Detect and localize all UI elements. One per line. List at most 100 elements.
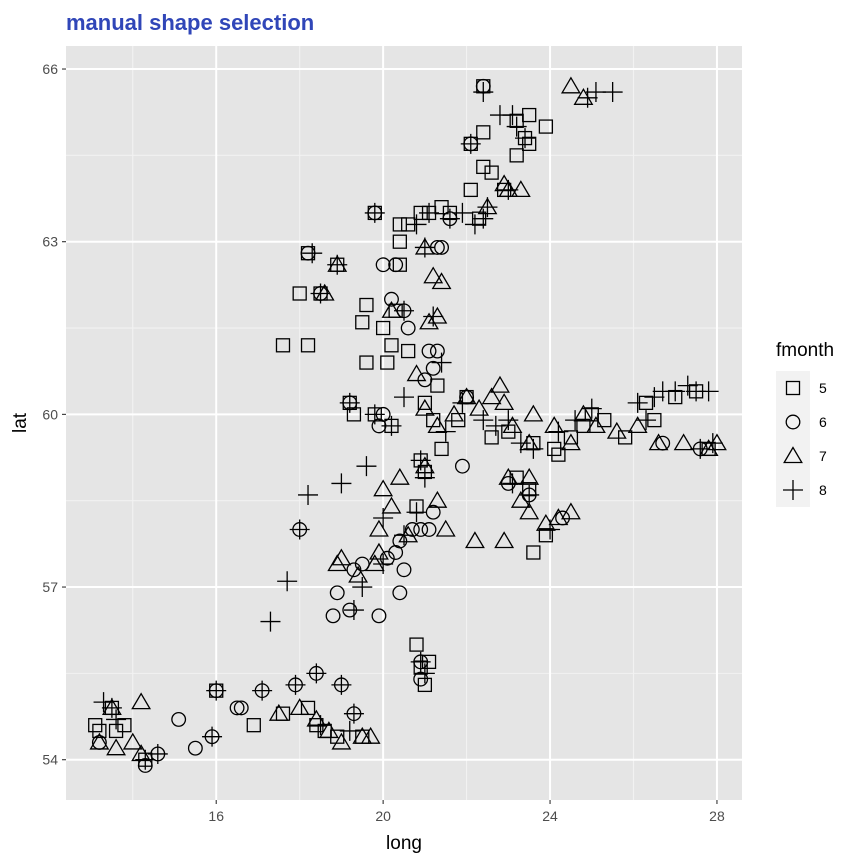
- x-tick-label: 16: [208, 808, 224, 824]
- series-8: [93, 82, 723, 770]
- point-square: [430, 378, 445, 393]
- point-plus: [147, 743, 168, 764]
- point-circle: [375, 257, 391, 273]
- point-square: [392, 234, 407, 249]
- point-circle: [346, 562, 362, 578]
- point-triangle: [318, 721, 339, 739]
- point-circle: [171, 711, 187, 727]
- point-triangle: [469, 398, 490, 416]
- point-triangle: [406, 364, 427, 382]
- point-plus: [106, 709, 127, 730]
- point-plus: [540, 519, 561, 540]
- legend: fmonth 5 6 7 8: [776, 340, 834, 507]
- point-plus: [523, 438, 544, 459]
- point-square: [434, 200, 449, 215]
- point-plus: [473, 410, 494, 431]
- point-plus: [135, 749, 156, 770]
- point-circle: [233, 700, 249, 716]
- point-triangle: [381, 300, 402, 318]
- point-triangle: [431, 272, 452, 290]
- point-plus: [373, 554, 394, 575]
- point-square: [292, 286, 307, 301]
- point-circle: [413, 522, 429, 537]
- legend-key-bg: [776, 405, 810, 439]
- point-plus: [331, 473, 352, 494]
- point-triangle: [490, 375, 510, 393]
- point-plus: [298, 484, 319, 505]
- point-plus: [356, 456, 377, 477]
- point-triangle: [369, 519, 389, 537]
- point-plus: [285, 674, 306, 695]
- point-triangle: [381, 496, 402, 514]
- point-circle: [229, 700, 245, 716]
- point-plus: [343, 703, 364, 724]
- point-plus: [381, 415, 402, 436]
- point-plus: [252, 680, 273, 701]
- point-square: [538, 528, 554, 543]
- point-plus: [702, 433, 723, 454]
- point-square: [522, 136, 537, 151]
- y-tick-label: 63: [42, 234, 58, 250]
- point-triangle: [369, 542, 389, 560]
- point-square: [117, 718, 132, 733]
- point-square: [380, 355, 395, 370]
- point-square: [92, 723, 107, 739]
- point-square: [538, 119, 554, 134]
- point-plus: [364, 404, 385, 425]
- point-circle: [371, 608, 387, 624]
- point-plus: [423, 306, 444, 327]
- point-plus: [515, 128, 536, 149]
- point-triangle: [122, 732, 143, 750]
- point-triangle: [435, 519, 456, 537]
- point-square: [618, 430, 633, 445]
- point-plus: [510, 433, 531, 454]
- point-plus: [410, 651, 431, 672]
- point-square: [509, 148, 524, 163]
- point-square: [476, 159, 491, 175]
- point-plus: [698, 381, 719, 402]
- legend-key-square: [785, 380, 801, 396]
- point-plus: [93, 692, 114, 713]
- point-triangle: [606, 421, 627, 439]
- point-plus: [364, 202, 385, 223]
- point-triangle: [373, 479, 394, 497]
- point-triangle: [364, 554, 385, 572]
- point-plus: [310, 715, 331, 736]
- point-plus: [452, 202, 473, 223]
- point-plus: [439, 208, 460, 229]
- y-axis-ticks: 54 57 60 63 66: [42, 61, 66, 768]
- point-square: [434, 441, 449, 457]
- point-triangle: [586, 416, 606, 434]
- point-plus: [277, 571, 298, 592]
- point-triangle: [510, 490, 531, 508]
- point-plus: [206, 680, 227, 701]
- point-square: [401, 343, 416, 359]
- point-plus: [602, 82, 623, 103]
- point-plus: [414, 467, 435, 488]
- point-plus: [565, 410, 586, 431]
- point-circle: [425, 360, 441, 376]
- point-triangle: [573, 404, 594, 422]
- point-triangle: [627, 416, 648, 434]
- point-plus: [519, 484, 540, 505]
- point-circle: [392, 585, 408, 601]
- point-circle: [325, 608, 341, 624]
- point-triangle: [289, 698, 310, 716]
- y-axis-title: lat: [10, 412, 31, 433]
- legend-key-circle: [785, 414, 801, 430]
- point-plus: [477, 197, 498, 218]
- plot-panel: [66, 46, 742, 800]
- point-circle: [417, 372, 433, 388]
- point-plus: [310, 283, 331, 304]
- legend-title: fmonth: [776, 340, 834, 361]
- point-square: [409, 637, 424, 652]
- point-square: [476, 125, 491, 140]
- point-triangle: [414, 398, 435, 416]
- point-plus: [343, 600, 364, 621]
- legend-key-plus: [783, 480, 803, 500]
- point-circle: [187, 740, 203, 756]
- point-circle: [396, 562, 412, 578]
- point-plus: [394, 387, 414, 408]
- x-axis-ticks: 16 20 24 28: [208, 800, 725, 824]
